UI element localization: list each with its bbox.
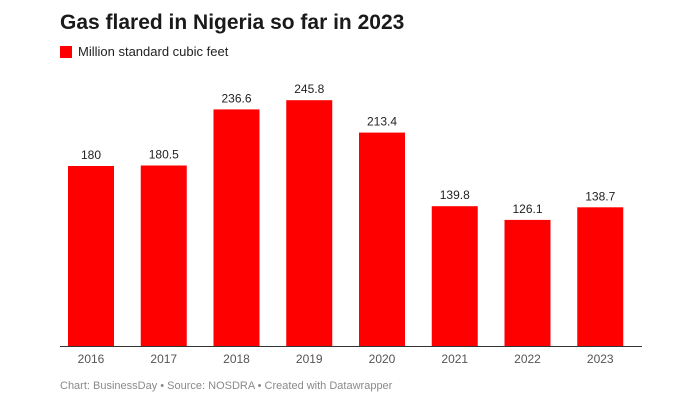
chart-title: Gas flared in Nigeria so far in 2023 bbox=[60, 11, 405, 34]
legend-swatch bbox=[60, 45, 72, 58]
x-tick-label-2017: 2017 bbox=[150, 352, 177, 366]
value-label-2016: 180 bbox=[81, 148, 101, 162]
value-label-2021: 139.8 bbox=[440, 188, 470, 202]
value-label-2023: 138.7 bbox=[585, 189, 615, 203]
bar-2022 bbox=[504, 219, 551, 346]
bar-2019 bbox=[286, 100, 333, 346]
bar-2016 bbox=[68, 166, 114, 346]
x-tick-label-2023: 2023 bbox=[587, 352, 614, 366]
x-tick-label-2018: 2018 bbox=[223, 352, 250, 366]
x-tick-label-2021: 2021 bbox=[441, 352, 468, 366]
bar-2017 bbox=[140, 165, 187, 346]
value-label-2017: 180.5 bbox=[149, 148, 179, 162]
value-label-2018: 236.6 bbox=[221, 91, 251, 105]
value-label-2020: 213.4 bbox=[367, 115, 397, 129]
x-tick-label-2022: 2022 bbox=[514, 352, 541, 366]
bar-2023 bbox=[577, 207, 624, 346]
x-tick-label-2016: 2016 bbox=[78, 352, 105, 366]
legend-label: Million standard cubic feet bbox=[78, 44, 229, 59]
bar-2018 bbox=[213, 109, 260, 347]
value-label-2019: 245.8 bbox=[294, 82, 324, 96]
value-label-2022: 126.1 bbox=[512, 202, 542, 216]
chart-footer: Chart: BusinessDay • Source: NOSDRA • Cr… bbox=[60, 380, 393, 392]
x-tick-label-2020: 2020 bbox=[369, 352, 396, 366]
bar-2021 bbox=[431, 206, 478, 346]
x-tick-label-2019: 2019 bbox=[296, 352, 323, 366]
legend: Million standard cubic feet bbox=[60, 44, 228, 59]
bar-2020 bbox=[359, 132, 405, 346]
